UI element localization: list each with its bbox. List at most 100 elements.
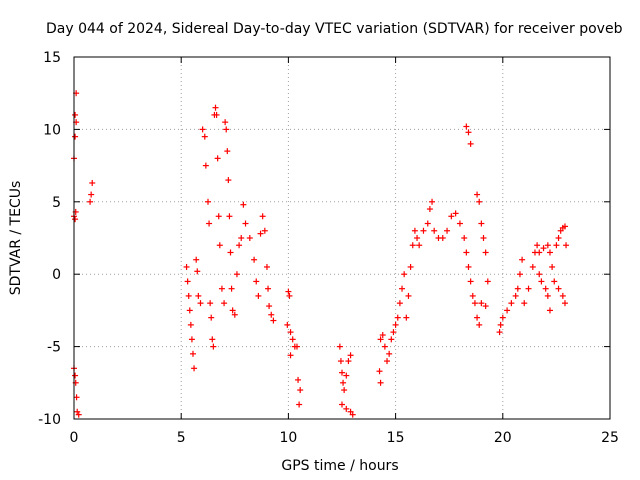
data-point (431, 227, 438, 234)
data-point (376, 368, 383, 375)
data-point (414, 235, 421, 241)
data-point (206, 220, 213, 227)
data-point (396, 300, 403, 307)
data-point (337, 358, 344, 365)
data-point (213, 111, 220, 118)
data-point (508, 300, 515, 307)
data-point (476, 321, 483, 328)
data-point (542, 285, 549, 292)
data-point (409, 242, 416, 249)
y-tick-label: -10 (38, 412, 61, 428)
y-tick-label: -5 (47, 340, 61, 356)
y-tick-label: 0 (52, 267, 61, 283)
x-tick-label: 0 (70, 430, 79, 446)
data-point (540, 245, 547, 252)
data-point (183, 263, 190, 270)
data-point (478, 220, 485, 227)
data-point (226, 213, 233, 220)
data-point (484, 278, 491, 285)
data-point (379, 332, 386, 339)
data-point (265, 285, 272, 292)
data-point (224, 148, 231, 155)
data-point (551, 278, 558, 285)
data-point (463, 123, 470, 130)
data-point (72, 216, 79, 223)
data-point (401, 271, 408, 278)
data-point (480, 235, 487, 241)
data-point (246, 235, 253, 241)
data-point (207, 300, 214, 307)
data-point (341, 387, 348, 394)
data-point (188, 336, 195, 343)
data-point (553, 242, 560, 249)
data-point (242, 220, 249, 227)
data-point (512, 292, 519, 299)
data-point (195, 292, 202, 299)
data-point (429, 198, 436, 205)
data-point (561, 300, 568, 307)
data-point (497, 321, 504, 328)
data-point (255, 292, 262, 299)
data-point (202, 162, 209, 169)
data-point (399, 285, 406, 292)
data-point (231, 311, 238, 318)
data-point (381, 343, 388, 350)
data-point (193, 256, 200, 263)
data-point (251, 256, 258, 263)
data-point (471, 300, 478, 307)
data-point (227, 249, 234, 256)
plot-frame (73, 56, 611, 420)
data-point (261, 227, 268, 234)
x-tick-label: 20 (494, 430, 512, 446)
data-point (448, 213, 455, 220)
data-point (563, 242, 570, 249)
data-point (214, 155, 221, 162)
data-point (444, 227, 451, 234)
data-point (218, 285, 225, 292)
data-point (87, 198, 94, 205)
data-point (467, 140, 474, 147)
data-point (296, 401, 303, 408)
data-point (521, 300, 528, 307)
data-point (229, 307, 236, 314)
data-point (72, 111, 79, 118)
data-point (73, 394, 80, 401)
data-point (285, 288, 292, 295)
data-point (482, 303, 489, 310)
data-point (209, 336, 216, 343)
data-point (465, 263, 472, 270)
data-point (339, 401, 345, 408)
data-point (186, 307, 193, 314)
data-point (191, 365, 198, 372)
data-point (544, 292, 551, 299)
y-axis-label: SDTVAR / TECUs (8, 181, 24, 296)
data-point (474, 191, 481, 198)
data-point (238, 235, 245, 241)
data-point (394, 314, 401, 321)
y-tick-label: 10 (43, 122, 61, 138)
data-point (184, 278, 191, 285)
data-point (456, 220, 463, 227)
data-points (71, 90, 570, 418)
data-point (233, 271, 240, 278)
data-point (463, 249, 470, 256)
data-point (340, 379, 347, 386)
data-point (287, 352, 294, 359)
x-tick-label: 10 (279, 430, 297, 446)
data-point (544, 242, 551, 249)
data-point (347, 352, 354, 359)
data-point (345, 358, 352, 365)
data-point (392, 321, 399, 328)
data-point (197, 300, 204, 307)
y-tick-label: 15 (43, 50, 61, 66)
data-point (212, 104, 219, 111)
data-point (215, 213, 222, 220)
data-point (216, 242, 223, 249)
data-point (240, 201, 247, 208)
data-point (257, 230, 264, 237)
data-point (228, 285, 235, 292)
data-point (424, 220, 431, 227)
data-point (452, 210, 459, 217)
data-point (496, 329, 503, 336)
chart-title: Day 044 of 2024, Sidereal Day-to-day VTE… (46, 21, 623, 37)
